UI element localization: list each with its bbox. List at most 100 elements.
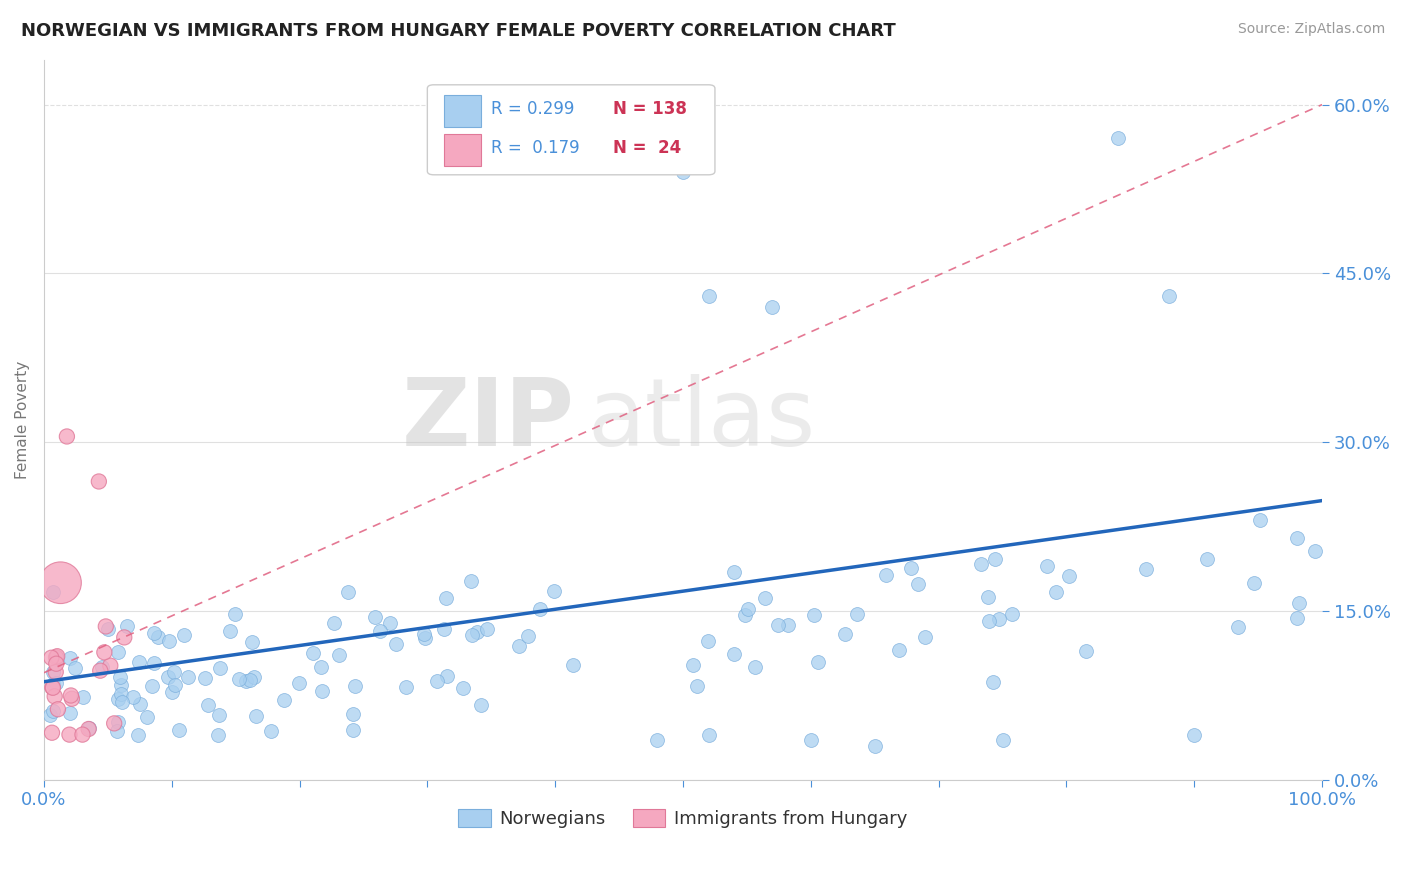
Y-axis label: Female Poverty: Female Poverty bbox=[15, 360, 30, 479]
Point bbox=[97, 623, 120, 637]
Point bbox=[311, 684, 333, 698]
Point bbox=[98, 658, 121, 673]
Point bbox=[41, 585, 63, 599]
Point bbox=[803, 607, 825, 622]
Point bbox=[65, 661, 87, 675]
Text: Source: ZipAtlas.com: Source: ZipAtlas.com bbox=[1237, 22, 1385, 37]
Point bbox=[240, 635, 263, 649]
Point bbox=[273, 693, 295, 707]
Point bbox=[41, 665, 63, 680]
Text: NORWEGIAN VS IMMIGRANTS FROM HUNGARY FEMALE POVERTY CORRELATION CHART: NORWEGIAN VS IMMIGRANTS FROM HUNGARY FEM… bbox=[21, 22, 896, 40]
Point bbox=[470, 698, 492, 712]
Point bbox=[87, 475, 110, 489]
Text: R = 0.299: R = 0.299 bbox=[491, 100, 575, 118]
Point bbox=[385, 636, 408, 650]
Point bbox=[761, 300, 783, 314]
Point bbox=[219, 624, 242, 639]
Point bbox=[475, 622, 498, 636]
Point bbox=[245, 708, 267, 723]
Point bbox=[1057, 569, 1080, 583]
Point bbox=[900, 561, 922, 575]
Point bbox=[94, 619, 117, 633]
Point bbox=[1001, 607, 1024, 621]
Point bbox=[115, 618, 138, 632]
Point bbox=[562, 657, 585, 672]
Point bbox=[432, 622, 454, 636]
Point bbox=[734, 607, 756, 622]
Point bbox=[79, 721, 101, 735]
Point bbox=[93, 645, 115, 659]
Point bbox=[77, 722, 100, 736]
Point bbox=[1227, 620, 1250, 634]
Point bbox=[737, 602, 759, 616]
Point bbox=[45, 650, 67, 665]
Point bbox=[59, 706, 82, 720]
Point bbox=[907, 576, 929, 591]
Point bbox=[197, 698, 219, 712]
Point bbox=[875, 568, 897, 582]
Point bbox=[72, 690, 94, 705]
Point bbox=[156, 670, 179, 684]
Point bbox=[368, 624, 391, 638]
Point bbox=[1036, 559, 1059, 574]
Point bbox=[1305, 543, 1327, 558]
Point bbox=[364, 610, 387, 624]
Point bbox=[146, 630, 169, 644]
Point bbox=[336, 585, 359, 599]
Point bbox=[41, 676, 63, 690]
Point bbox=[45, 676, 67, 690]
Point bbox=[45, 650, 67, 665]
Point bbox=[41, 681, 63, 695]
Text: atlas: atlas bbox=[588, 374, 815, 466]
Point bbox=[1197, 552, 1219, 566]
Point bbox=[1249, 512, 1271, 526]
Point bbox=[672, 165, 695, 179]
Point bbox=[436, 669, 458, 683]
Point bbox=[160, 685, 183, 699]
Point bbox=[163, 665, 186, 679]
Point bbox=[42, 704, 65, 718]
Point bbox=[59, 689, 82, 703]
Point bbox=[451, 681, 474, 695]
Point bbox=[697, 289, 720, 303]
Point bbox=[56, 429, 79, 443]
Point bbox=[1135, 562, 1157, 576]
Point bbox=[914, 630, 936, 644]
Point bbox=[107, 645, 129, 659]
Point bbox=[1157, 289, 1180, 303]
Point bbox=[141, 680, 163, 694]
Point bbox=[412, 627, 434, 641]
Point bbox=[461, 627, 484, 641]
Point bbox=[1288, 595, 1310, 609]
Point bbox=[342, 707, 364, 722]
Point bbox=[129, 697, 152, 711]
Point bbox=[800, 733, 823, 747]
Point bbox=[45, 665, 67, 679]
FancyBboxPatch shape bbox=[444, 135, 481, 166]
Point bbox=[988, 612, 1011, 626]
Point bbox=[46, 702, 69, 716]
Point bbox=[90, 660, 112, 674]
Point bbox=[169, 723, 191, 738]
Point bbox=[984, 552, 1007, 566]
Point bbox=[110, 678, 132, 692]
Point bbox=[107, 715, 129, 730]
Point bbox=[768, 618, 790, 632]
Point bbox=[163, 678, 186, 692]
Point bbox=[434, 591, 457, 605]
Point bbox=[228, 673, 250, 687]
Point bbox=[41, 650, 63, 665]
Point bbox=[806, 655, 828, 669]
Point bbox=[194, 671, 217, 685]
Point bbox=[1182, 728, 1205, 742]
Point bbox=[103, 716, 125, 731]
Point bbox=[302, 646, 325, 660]
Point bbox=[208, 660, 231, 674]
Text: N =  24: N = 24 bbox=[613, 139, 681, 157]
FancyBboxPatch shape bbox=[427, 85, 714, 175]
Point bbox=[58, 728, 80, 742]
Point bbox=[41, 725, 63, 739]
Point bbox=[46, 649, 69, 664]
Point bbox=[991, 733, 1014, 747]
Point bbox=[686, 680, 709, 694]
